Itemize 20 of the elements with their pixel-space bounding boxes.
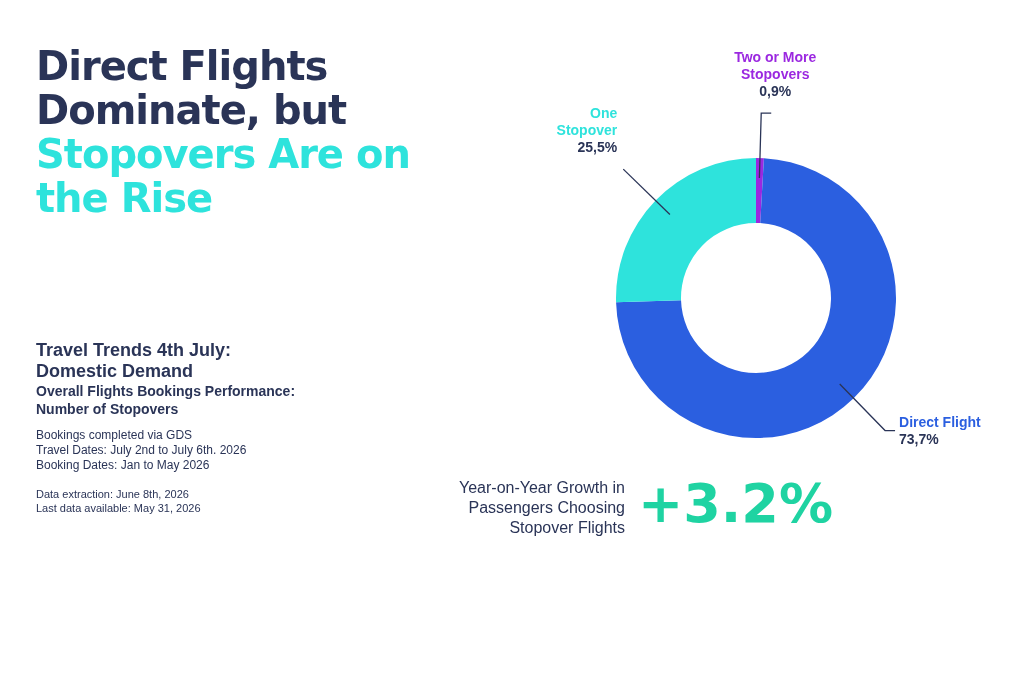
text: Travel Trends 4th July: Domestic Demand [36,340,233,382]
text: +3.2% [638,472,834,536]
text: Year-on-Year Growth in Passengers Choosing Stopover Flights [457,478,625,538]
text: Data extraction: June 8th, 2026 [36,488,189,500]
donut-slice [616,158,756,303]
text: Stopovers Are on the Rise [36,131,411,221]
slice-label: Direct Flight [899,413,982,430]
donut-slice [616,158,896,438]
slice-label: Two or More Stopovers [734,49,817,83]
text: Overall Flights Bookings Performance: Number of Stopovers [36,382,297,418]
text: Travel Dates: July 2nd to July 6th. 2026 [36,443,247,457]
data-label: 0,9% [759,83,792,100]
text: Bookings completed via GDS [36,428,193,442]
donut-slice [756,158,764,224]
data-label: 25,5% [577,139,618,156]
text: Last data available: May 31, 2026 [36,502,201,514]
slice-label: One Stopover [556,105,618,139]
text: Booking Dates: Jan to May 2026 [36,458,210,472]
text: Direct Flights Dominate, but [36,43,348,133]
data-label: 73,7% [899,430,940,447]
